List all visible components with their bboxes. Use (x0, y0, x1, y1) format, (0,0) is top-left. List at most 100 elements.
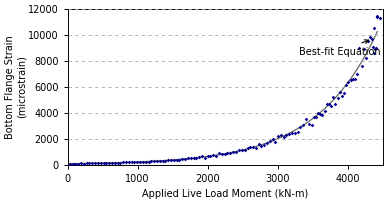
Point (143, 160, 149, 164)
Point (313, 116, 319, 119)
Point (374, 14, 380, 18)
Point (270, 137, 276, 140)
Point (236, 148, 242, 152)
Point (185, 156, 191, 160)
Point (358, 64, 364, 68)
Point (120, 161, 126, 164)
Point (224, 152, 230, 155)
Point (95, 162, 101, 165)
Point (210, 153, 216, 157)
Point (242, 148, 248, 151)
Point (283, 133, 289, 137)
Point (227, 152, 233, 155)
Point (258, 144, 265, 148)
Point (114, 161, 121, 164)
Point (157, 159, 163, 162)
Point (335, 96, 341, 99)
Point (126, 161, 132, 164)
Point (289, 131, 295, 135)
Point (347, 78, 354, 82)
Point (330, 95, 336, 98)
Point (98, 162, 104, 165)
Point (345, 81, 352, 84)
Point (336, 90, 343, 94)
Point (81, 162, 87, 165)
Point (151, 160, 157, 163)
Point (319, 113, 326, 116)
Point (179, 158, 186, 161)
Point (173, 158, 180, 161)
Point (328, 104, 334, 108)
Y-axis label: Bottom Flange Strain
(microstrain): Bottom Flange Strain (microstrain) (5, 35, 26, 139)
Point (278, 133, 284, 136)
Point (321, 109, 328, 113)
Point (256, 143, 262, 146)
Point (275, 135, 281, 138)
Point (69, 162, 75, 165)
Point (137, 161, 143, 164)
Point (306, 122, 312, 125)
Point (145, 160, 152, 163)
Point (131, 160, 138, 164)
Point (165, 159, 171, 162)
Point (373, 16, 380, 19)
Point (159, 159, 166, 162)
Point (247, 146, 254, 149)
Point (140, 160, 146, 164)
Point (134, 161, 140, 164)
Point (250, 145, 256, 149)
Point (367, 36, 373, 39)
Point (67, 162, 73, 165)
Point (221, 152, 228, 155)
Point (297, 126, 303, 129)
Point (371, 26, 378, 29)
Point (123, 161, 129, 164)
Point (286, 133, 292, 136)
Point (339, 95, 345, 98)
Point (326, 102, 332, 105)
Point (372, 48, 378, 51)
Point (112, 161, 118, 164)
Point (103, 162, 109, 165)
Point (332, 102, 338, 105)
Point (86, 162, 93, 165)
Point (272, 141, 279, 144)
Point (280, 135, 287, 139)
Point (72, 162, 79, 165)
Point (106, 161, 112, 164)
Point (315, 112, 321, 115)
Point (230, 151, 236, 154)
Point (187, 157, 194, 160)
Point (261, 143, 267, 147)
Point (216, 152, 222, 155)
Point (207, 154, 214, 157)
Point (369, 37, 375, 40)
Point (350, 77, 356, 80)
Point (341, 91, 347, 95)
Point (205, 154, 211, 158)
Point (196, 156, 202, 159)
Point (182, 157, 188, 161)
Point (199, 154, 205, 158)
Point (100, 161, 107, 165)
Point (356, 46, 363, 49)
Point (219, 152, 225, 155)
Point (89, 162, 95, 165)
Point (109, 161, 115, 164)
Point (310, 116, 317, 119)
Point (352, 77, 358, 80)
Point (300, 123, 306, 126)
Point (365, 39, 371, 43)
Point (191, 156, 197, 160)
Point (361, 47, 367, 50)
Point (317, 112, 323, 115)
Point (154, 159, 160, 163)
Point (92, 161, 98, 165)
Point (168, 159, 174, 162)
Point (253, 146, 259, 150)
Point (84, 162, 90, 165)
Point (171, 159, 177, 162)
Point (377, 16, 383, 20)
Point (148, 160, 154, 163)
Point (303, 117, 309, 121)
